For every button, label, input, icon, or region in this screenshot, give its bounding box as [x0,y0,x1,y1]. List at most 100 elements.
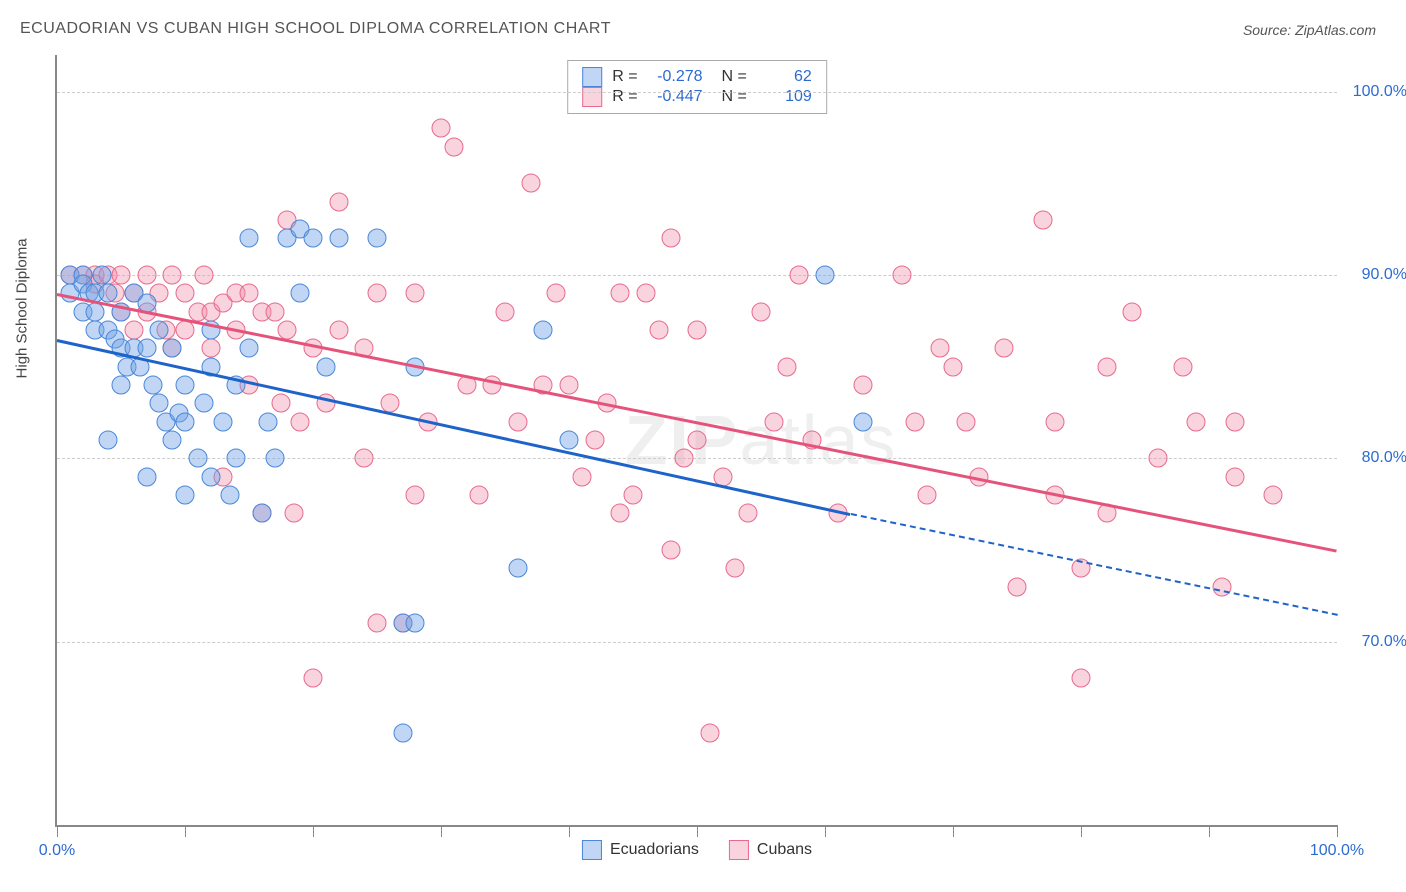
scatter-point [1008,577,1027,596]
x-tick [57,825,58,837]
scatter-point [150,321,169,340]
scatter-point [368,614,387,633]
scatter-point [195,394,214,413]
scatter-point [406,614,425,633]
scatter-point [1097,357,1116,376]
scatter-point [214,412,233,431]
scatter-point [892,266,911,285]
scatter-point [585,431,604,450]
scatter-point [188,449,207,468]
scatter-point [201,467,220,486]
correlation-row: R =-0.278 N =62 [582,67,812,87]
scatter-point [1072,669,1091,688]
legend-swatch [582,67,602,87]
scatter-point [137,467,156,486]
scatter-point [112,376,131,395]
legend-swatch [582,840,602,860]
scatter-point [252,504,271,523]
scatter-point [432,119,451,138]
x-tick [1209,825,1210,837]
legend-label: Ecuadorians [610,841,699,859]
scatter-point [368,284,387,303]
scatter-point [547,284,566,303]
scatter-point [304,669,323,688]
scatter-point [662,229,681,248]
grid-line [57,275,1337,276]
scatter-point [636,284,655,303]
scatter-point [176,412,195,431]
scatter-point [304,229,323,248]
scatter-point [521,174,540,193]
scatter-point [508,412,527,431]
scatter-point [752,302,771,321]
scatter-point [284,504,303,523]
scatter-point [176,321,195,340]
correlation-row: R =-0.447 N =109 [582,87,812,107]
scatter-point [560,376,579,395]
scatter-point [406,284,425,303]
scatter-point [688,431,707,450]
series-legend: Ecuadorians Cubans [582,840,812,860]
scatter-point [220,486,239,505]
scatter-point [739,504,758,523]
scatter-point [144,376,163,395]
scatter-point [995,339,1014,358]
r-label: R = [612,68,637,86]
scatter-point [854,376,873,395]
scatter-point [956,412,975,431]
scatter-point [1187,412,1206,431]
scatter-point [86,302,105,321]
scatter-point [259,412,278,431]
scatter-point [163,339,182,358]
scatter-point [1174,357,1193,376]
chart-title: ECUADORIAN VS CUBAN HIGH SCHOOL DIPLOMA … [20,20,611,38]
legend-item: Ecuadorians [582,840,699,860]
scatter-point [329,321,348,340]
scatter-point [265,302,284,321]
grid-line [57,458,1337,459]
plot-area: High School Diploma ZIPatlas R =-0.278 N… [55,55,1337,827]
scatter-point [99,284,118,303]
x-tick [313,825,314,837]
scatter-point [240,229,259,248]
x-tick [185,825,186,837]
scatter-point [905,412,924,431]
scatter-point [150,394,169,413]
scatter-point [291,284,310,303]
legend-item: Cubans [729,840,812,860]
x-tick [569,825,570,837]
grid-line [57,92,1337,93]
scatter-point [291,412,310,431]
legend-swatch [729,840,749,860]
r-value: -0.278 [648,68,703,86]
scatter-point [227,449,246,468]
scatter-point [444,137,463,156]
scatter-point [726,559,745,578]
legend-label: Cubans [757,841,812,859]
scatter-point [240,339,259,358]
scatter-point [329,192,348,211]
n-value: 62 [757,68,812,86]
scatter-point [777,357,796,376]
x-tick [825,825,826,837]
trend-line [850,513,1337,616]
scatter-point [675,449,694,468]
scatter-point [700,724,719,743]
scatter-point [124,321,143,340]
scatter-point [176,486,195,505]
y-tick-label: 70.0% [1362,633,1406,651]
scatter-point [195,266,214,285]
scatter-point [316,357,335,376]
scatter-point [611,504,630,523]
scatter-point [508,559,527,578]
scatter-point [1046,412,1065,431]
scatter-point [265,449,284,468]
correlation-legend-box: R =-0.278 N =62R =-0.447 N =109 [567,60,827,114]
scatter-point [176,284,195,303]
scatter-point [137,339,156,358]
y-tick-label: 80.0% [1362,449,1406,467]
x-tick [1337,825,1338,837]
scatter-point [1225,412,1244,431]
scatter-point [944,357,963,376]
x-tick [1081,825,1082,837]
